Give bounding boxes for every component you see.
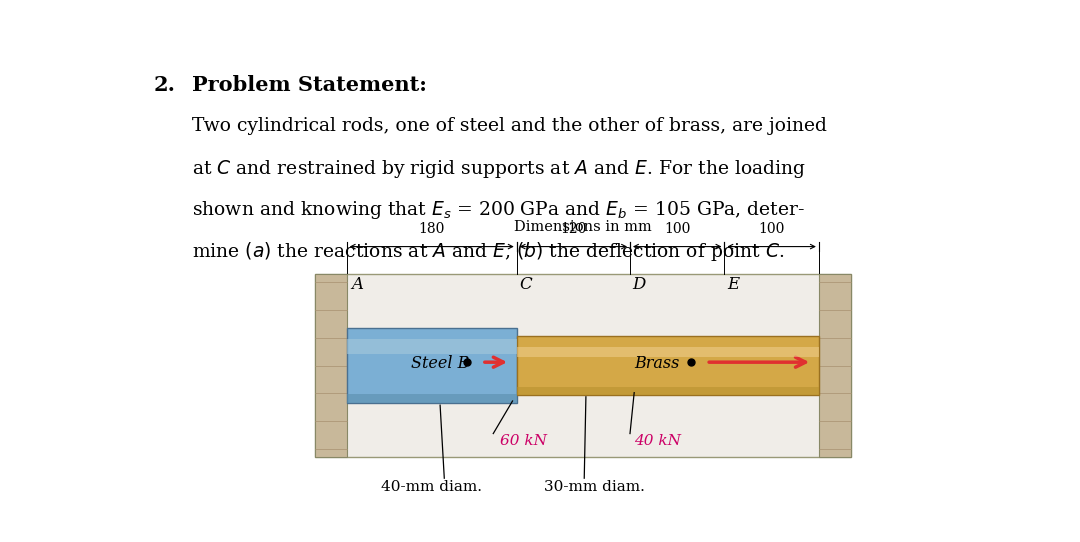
Bar [347, 328, 516, 403]
Text: at $C$ and restrained by rigid supports at $A$ and $E$. For the loading: at $C$ and restrained by rigid supports … [192, 158, 806, 180]
Bar [315, 274, 347, 457]
Text: 100: 100 [758, 222, 785, 236]
Bar [347, 393, 516, 403]
Text: 30-mm diam.: 30-mm diam. [544, 480, 645, 494]
Text: 120: 120 [561, 222, 586, 236]
Text: 2.: 2. [153, 75, 175, 95]
Bar [516, 336, 819, 395]
Text: Dimensions in mm: Dimensions in mm [514, 220, 651, 234]
Text: 60 kN: 60 kN [500, 434, 546, 448]
Text: shown and knowing that $E_s$ = 200 GPa and $E_b$ = 105 GPa, deter-: shown and knowing that $E_s$ = 200 GPa a… [192, 199, 805, 221]
Text: 100: 100 [664, 222, 690, 236]
Text: C: C [519, 276, 532, 293]
Bar [347, 339, 516, 354]
Text: 180: 180 [419, 222, 445, 236]
Bar [516, 388, 819, 395]
Text: D: D [633, 276, 646, 293]
Text: Steel B: Steel B [410, 354, 469, 371]
Text: mine $(a)$ the reactions at $A$ and $E$, $(b)$ the deflection of point $C$.: mine $(a)$ the reactions at $A$ and $E$,… [192, 240, 784, 263]
Text: 40 kN: 40 kN [634, 434, 681, 448]
Text: A: A [351, 276, 363, 293]
Text: E: E [727, 276, 739, 293]
Text: Brass: Brass [634, 354, 679, 371]
Bar [516, 346, 819, 357]
Text: Two cylindrical rods, one of steel and the other of brass, are joined: Two cylindrical rods, one of steel and t… [192, 117, 827, 135]
Text: Problem Statement:: Problem Statement: [192, 75, 427, 95]
Text: 40-mm diam.: 40-mm diam. [381, 480, 483, 494]
Bar [819, 274, 851, 457]
Bar [315, 274, 851, 457]
